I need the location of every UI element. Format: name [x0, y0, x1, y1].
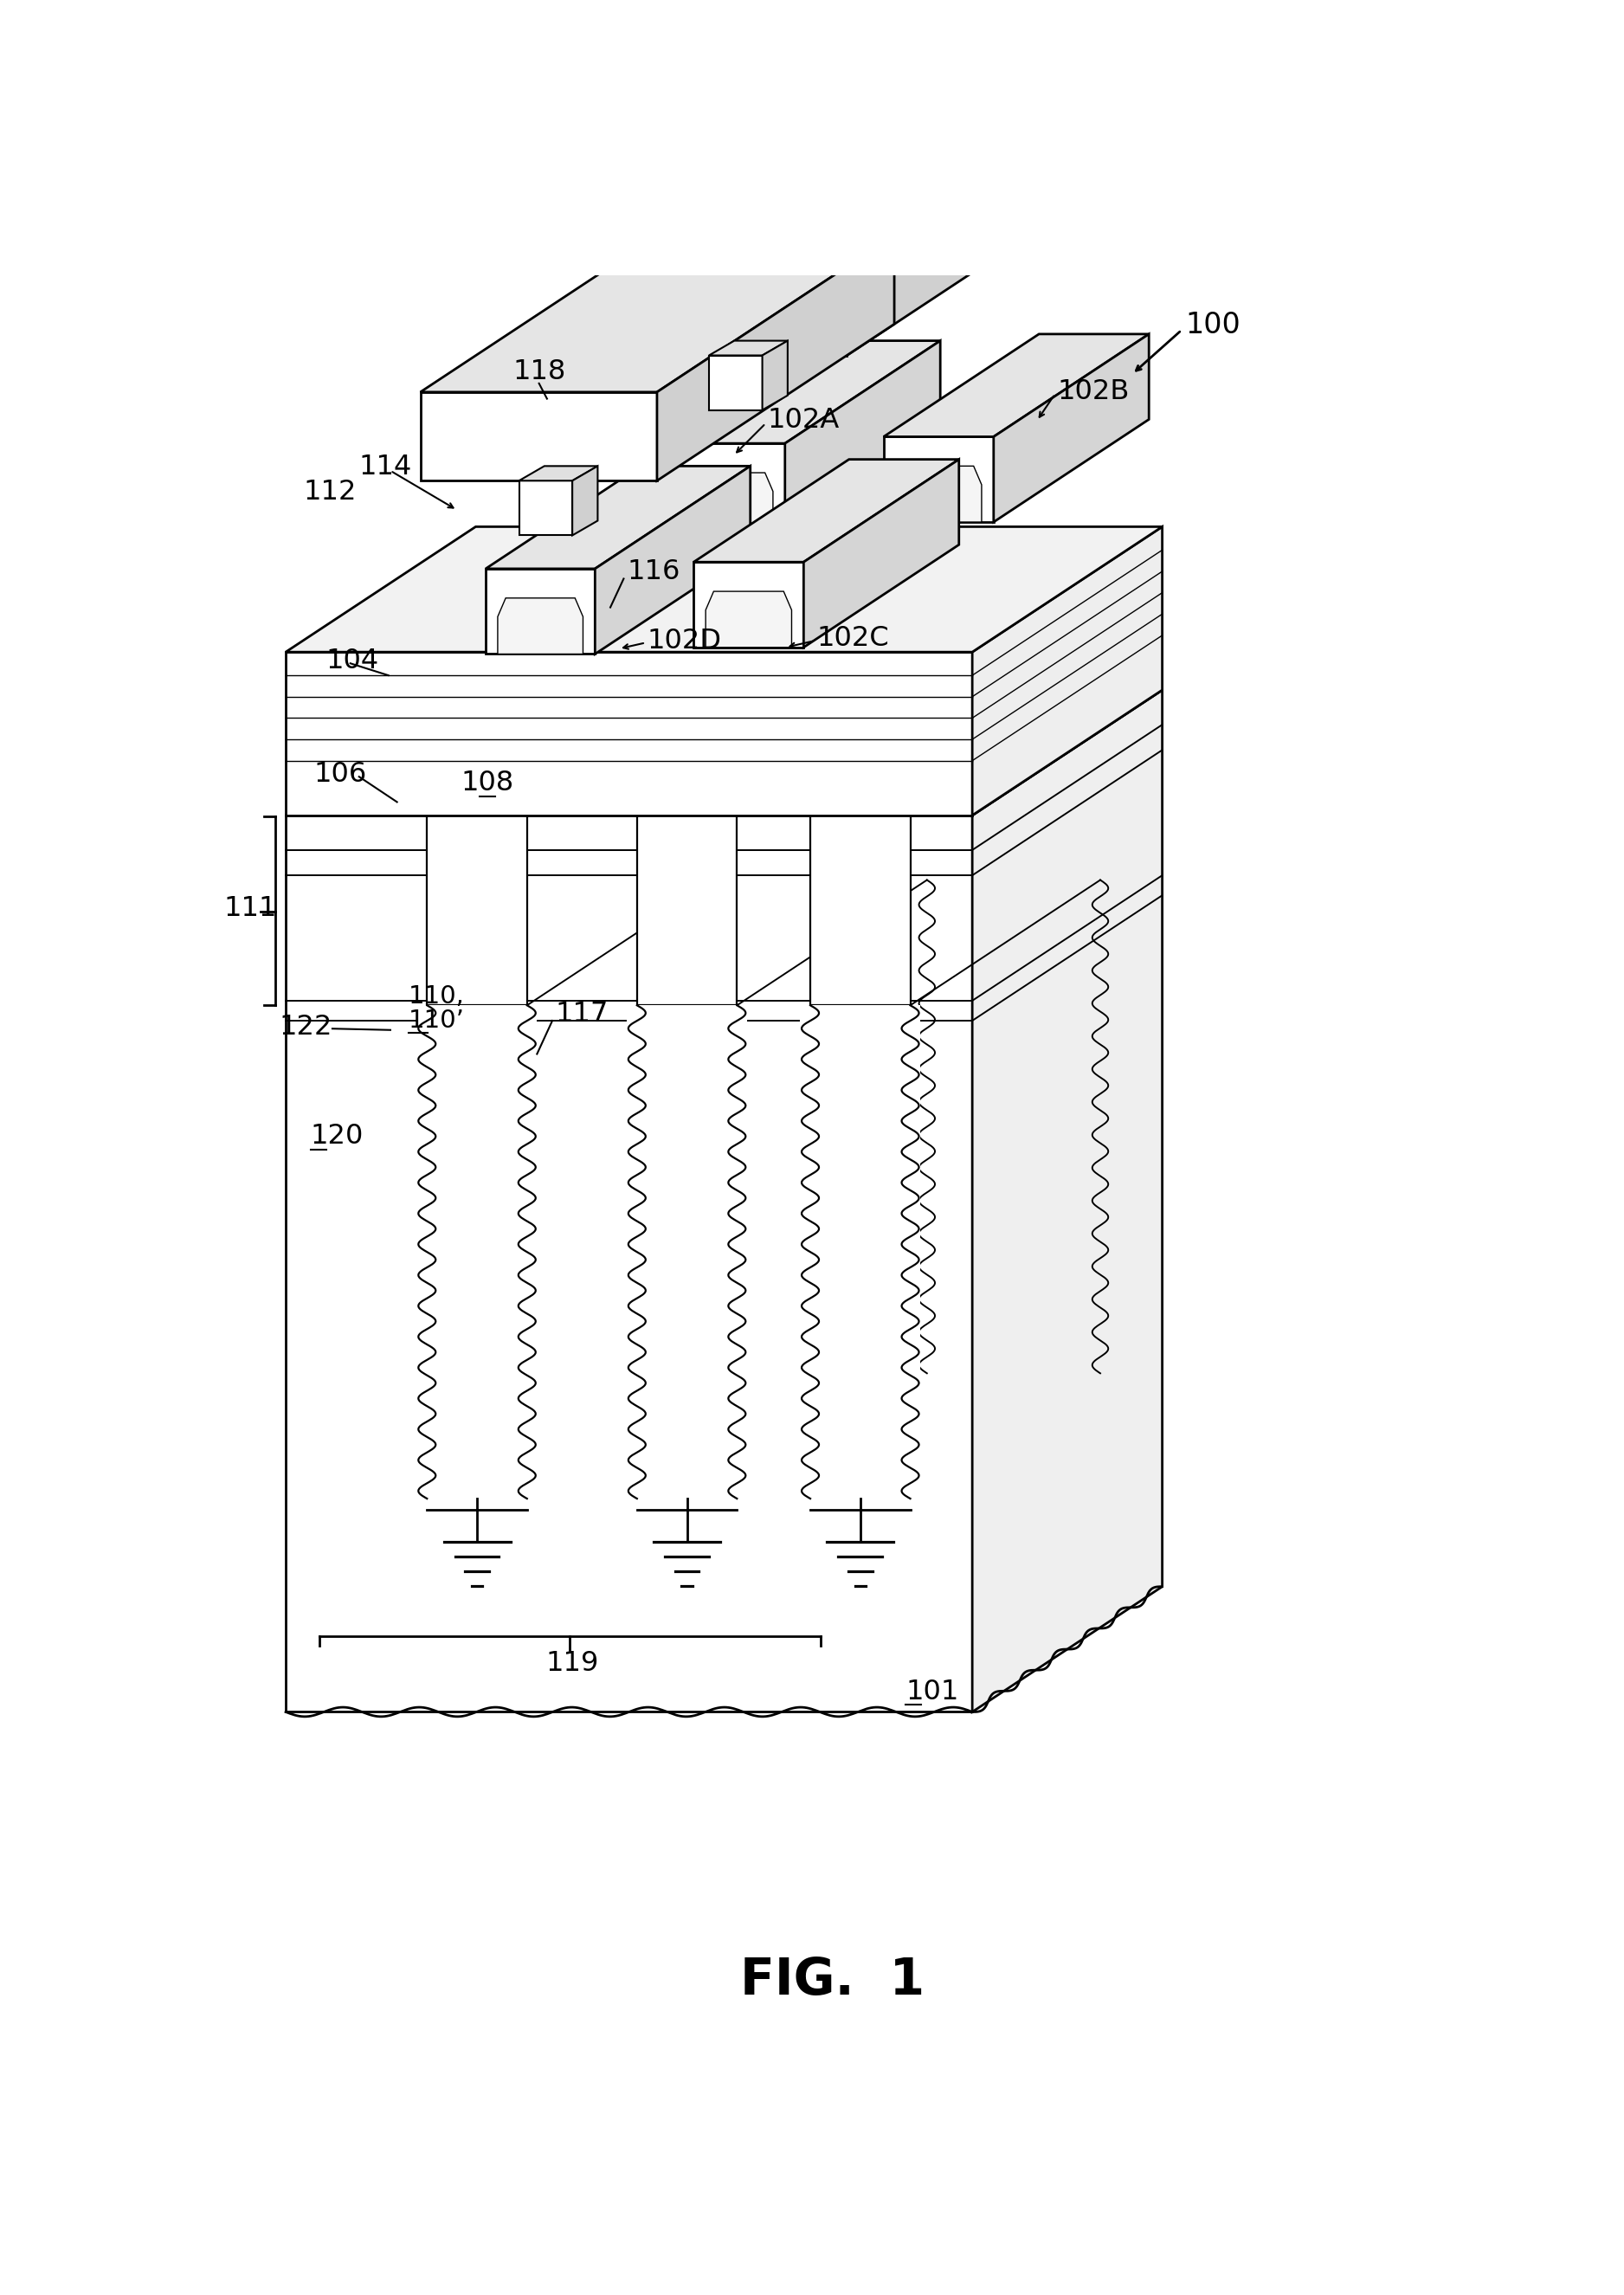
Polygon shape	[572, 466, 598, 535]
Text: 112: 112	[304, 480, 357, 505]
Polygon shape	[286, 815, 973, 1712]
Polygon shape	[973, 691, 1163, 1712]
Polygon shape	[994, 335, 1148, 521]
Polygon shape	[520, 480, 572, 535]
Polygon shape	[421, 236, 895, 392]
Polygon shape	[417, 1005, 538, 1499]
Polygon shape	[594, 466, 750, 654]
Polygon shape	[286, 652, 973, 815]
Polygon shape	[286, 691, 1163, 815]
Polygon shape	[520, 466, 598, 480]
Text: 102C: 102C	[817, 624, 890, 652]
Polygon shape	[627, 1005, 747, 1499]
Text: 108: 108	[461, 769, 513, 796]
Text: 116: 116	[627, 558, 680, 585]
Text: 114: 114	[359, 454, 412, 480]
Polygon shape	[883, 335, 1148, 436]
Text: 110,: 110,	[408, 985, 464, 1010]
Polygon shape	[693, 562, 804, 647]
Polygon shape	[486, 466, 750, 569]
Polygon shape	[895, 466, 981, 521]
Polygon shape	[710, 340, 788, 356]
Text: FIG.  1: FIG. 1	[741, 1955, 924, 2006]
Text: 101: 101	[906, 1678, 958, 1705]
Polygon shape	[421, 392, 658, 480]
Text: 111: 111	[224, 895, 278, 923]
Polygon shape	[486, 569, 594, 654]
Text: 119: 119	[546, 1650, 599, 1678]
Text: 122: 122	[279, 1014, 333, 1040]
Polygon shape	[973, 528, 1163, 815]
Polygon shape	[693, 459, 958, 562]
Polygon shape	[611, 110, 1085, 266]
Polygon shape	[804, 459, 958, 647]
Polygon shape	[810, 815, 911, 1005]
Polygon shape	[687, 473, 773, 528]
Polygon shape	[883, 436, 994, 521]
Text: 118: 118	[513, 358, 565, 386]
Polygon shape	[762, 340, 788, 411]
Polygon shape	[784, 340, 940, 528]
Polygon shape	[286, 528, 1163, 652]
Polygon shape	[611, 266, 848, 356]
Polygon shape	[637, 815, 737, 1005]
Polygon shape	[710, 356, 762, 411]
Polygon shape	[676, 340, 940, 443]
Polygon shape	[658, 236, 895, 480]
Text: 117: 117	[555, 1001, 607, 1028]
Text: 102D: 102D	[646, 627, 721, 654]
Text: 104: 104	[326, 647, 378, 675]
Polygon shape	[706, 592, 791, 647]
Polygon shape	[427, 815, 528, 1005]
Text: 102A: 102A	[767, 406, 840, 434]
Text: 102B: 102B	[1057, 379, 1129, 406]
Text: 110’: 110’	[408, 1008, 464, 1033]
Polygon shape	[676, 443, 784, 528]
Polygon shape	[497, 599, 583, 654]
Polygon shape	[848, 110, 1085, 356]
Polygon shape	[801, 1005, 921, 1499]
Text: 106: 106	[313, 760, 367, 787]
Text: 100: 100	[1186, 312, 1241, 340]
Text: 120: 120	[310, 1122, 364, 1150]
